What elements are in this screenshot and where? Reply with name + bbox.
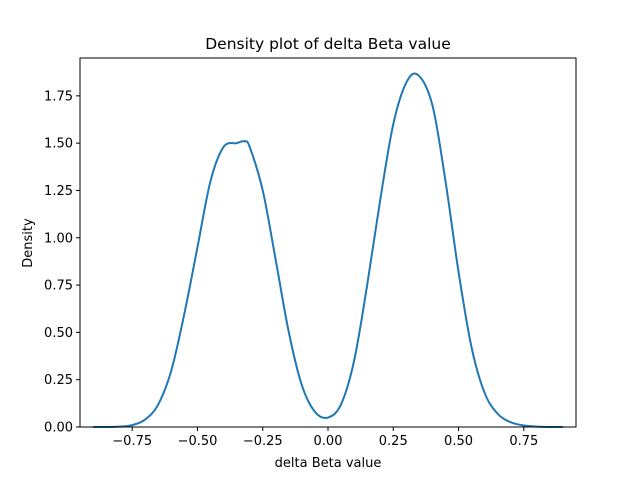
x-tick-label: 0.25: [379, 434, 408, 449]
y-tick-label: 1.00: [44, 231, 73, 246]
y-tick-label: 1.50: [44, 137, 73, 152]
y-axis-ticks: 0.00 0.25 0.50 0.75 1.00 1.25 1.50 1.75: [44, 89, 80, 436]
density-series-line-0: [93, 72, 563, 429]
x-tick-label: 0.50: [444, 434, 473, 449]
y-tick-label: 1.25: [44, 184, 73, 199]
x-tick-label: 0.00: [314, 434, 343, 449]
y-tick-label: 0.25: [44, 373, 73, 388]
axes-frame: [79, 57, 577, 428]
y-axis-label: Density: [21, 218, 36, 268]
x-tick-label: 0.75: [509, 434, 538, 449]
x-tick-label: −0.75: [112, 434, 152, 449]
y-tick-label: 1.75: [44, 89, 73, 104]
x-tick-label: −0.50: [178, 434, 218, 449]
x-axis-label: delta Beta value: [275, 456, 382, 471]
chart-title: Density plot of delta Beta value: [205, 35, 451, 53]
y-tick-label: 0.00: [44, 421, 73, 436]
y-tick-label: 0.75: [44, 279, 73, 294]
y-tick-label: 0.50: [44, 326, 73, 341]
plot-area: [93, 72, 563, 429]
x-axis-ticks: −0.75 −0.50 −0.25 0.00 0.25 0.50 0.75: [112, 427, 538, 449]
x-tick-label: −0.25: [243, 434, 283, 449]
